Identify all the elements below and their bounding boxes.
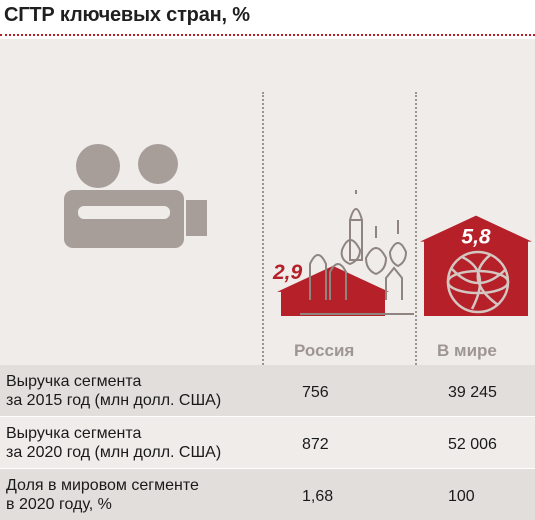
column-header-russia: Россия bbox=[294, 341, 355, 360]
row-label: Доля в мировом сегменте в 2020 году, % bbox=[6, 477, 199, 513]
film-camera-icon bbox=[64, 144, 207, 248]
chart-title: СГТР ключевых стран, % bbox=[4, 4, 250, 26]
title-divider bbox=[0, 34, 535, 36]
world-revenue-2015: 39 245 bbox=[448, 384, 497, 401]
russia-revenue-2020: 872 bbox=[302, 436, 329, 453]
row-label: Выручка сегмента за 2020 год (млн долл. С… bbox=[6, 425, 222, 461]
row-divider bbox=[0, 416, 535, 417]
globe-icon bbox=[446, 250, 510, 314]
column-separator-right bbox=[415, 92, 417, 520]
growth-chart: 2,9 5,8 bbox=[272, 215, 532, 316]
world-revenue-2020: 52 006 bbox=[448, 436, 497, 453]
russia-revenue-2015: 756 bbox=[302, 384, 329, 401]
bar-value-label: 5,8 bbox=[461, 226, 491, 249]
kremlin-cathedral-icon bbox=[300, 190, 414, 315]
bar-russia bbox=[277, 265, 389, 316]
bar-world bbox=[420, 215, 532, 316]
table-row-revenue-2020 bbox=[0, 417, 535, 468]
russia-share-2020: 1,68 bbox=[302, 488, 334, 505]
bar-value-label: 2,9 bbox=[272, 261, 303, 284]
table-row-share-2020 bbox=[0, 469, 535, 520]
column-header-world: В мире bbox=[437, 341, 497, 360]
column-separator-left bbox=[262, 92, 264, 520]
row-divider bbox=[0, 468, 535, 469]
row-label: Выручка сегмента за 2015 год (млн долл. С… bbox=[6, 373, 222, 409]
table-row-revenue-2015 bbox=[0, 365, 535, 416]
world-share-2020: 100 bbox=[448, 488, 475, 505]
